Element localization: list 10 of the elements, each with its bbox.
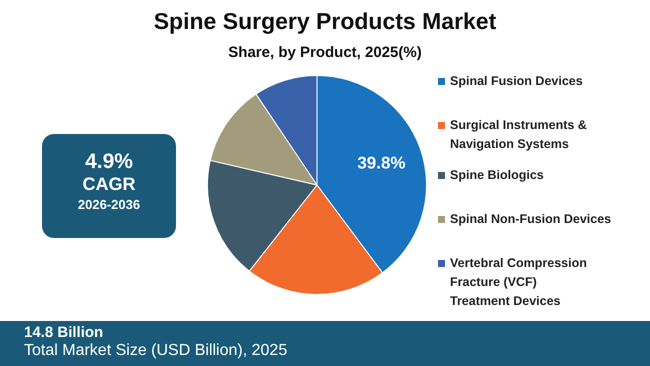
legend-label: Spinal Non-Fusion Devices	[450, 211, 612, 228]
legend-label: Spinal Fusion Devices	[450, 73, 584, 90]
data-label: 39.8%	[357, 153, 406, 172]
info-panel: 4.9% CAGR 2026-2036	[42, 134, 176, 238]
legend-label: Vertebral Compression Fracture (VCF) Treatment Devices	[450, 255, 588, 310]
chart-title: Spine Surgery Products Market	[152, 8, 498, 35]
footer-panel: 14.8 Billion Total Market Size (USD Billion), 2025	[0, 321, 650, 366]
legend-label: Spine Biologics	[450, 167, 545, 184]
legend-label: Surgical Instruments & Navigation Systems	[450, 117, 588, 153]
chart-subtitle: Share, by Product, 2025(%)	[227, 44, 423, 61]
